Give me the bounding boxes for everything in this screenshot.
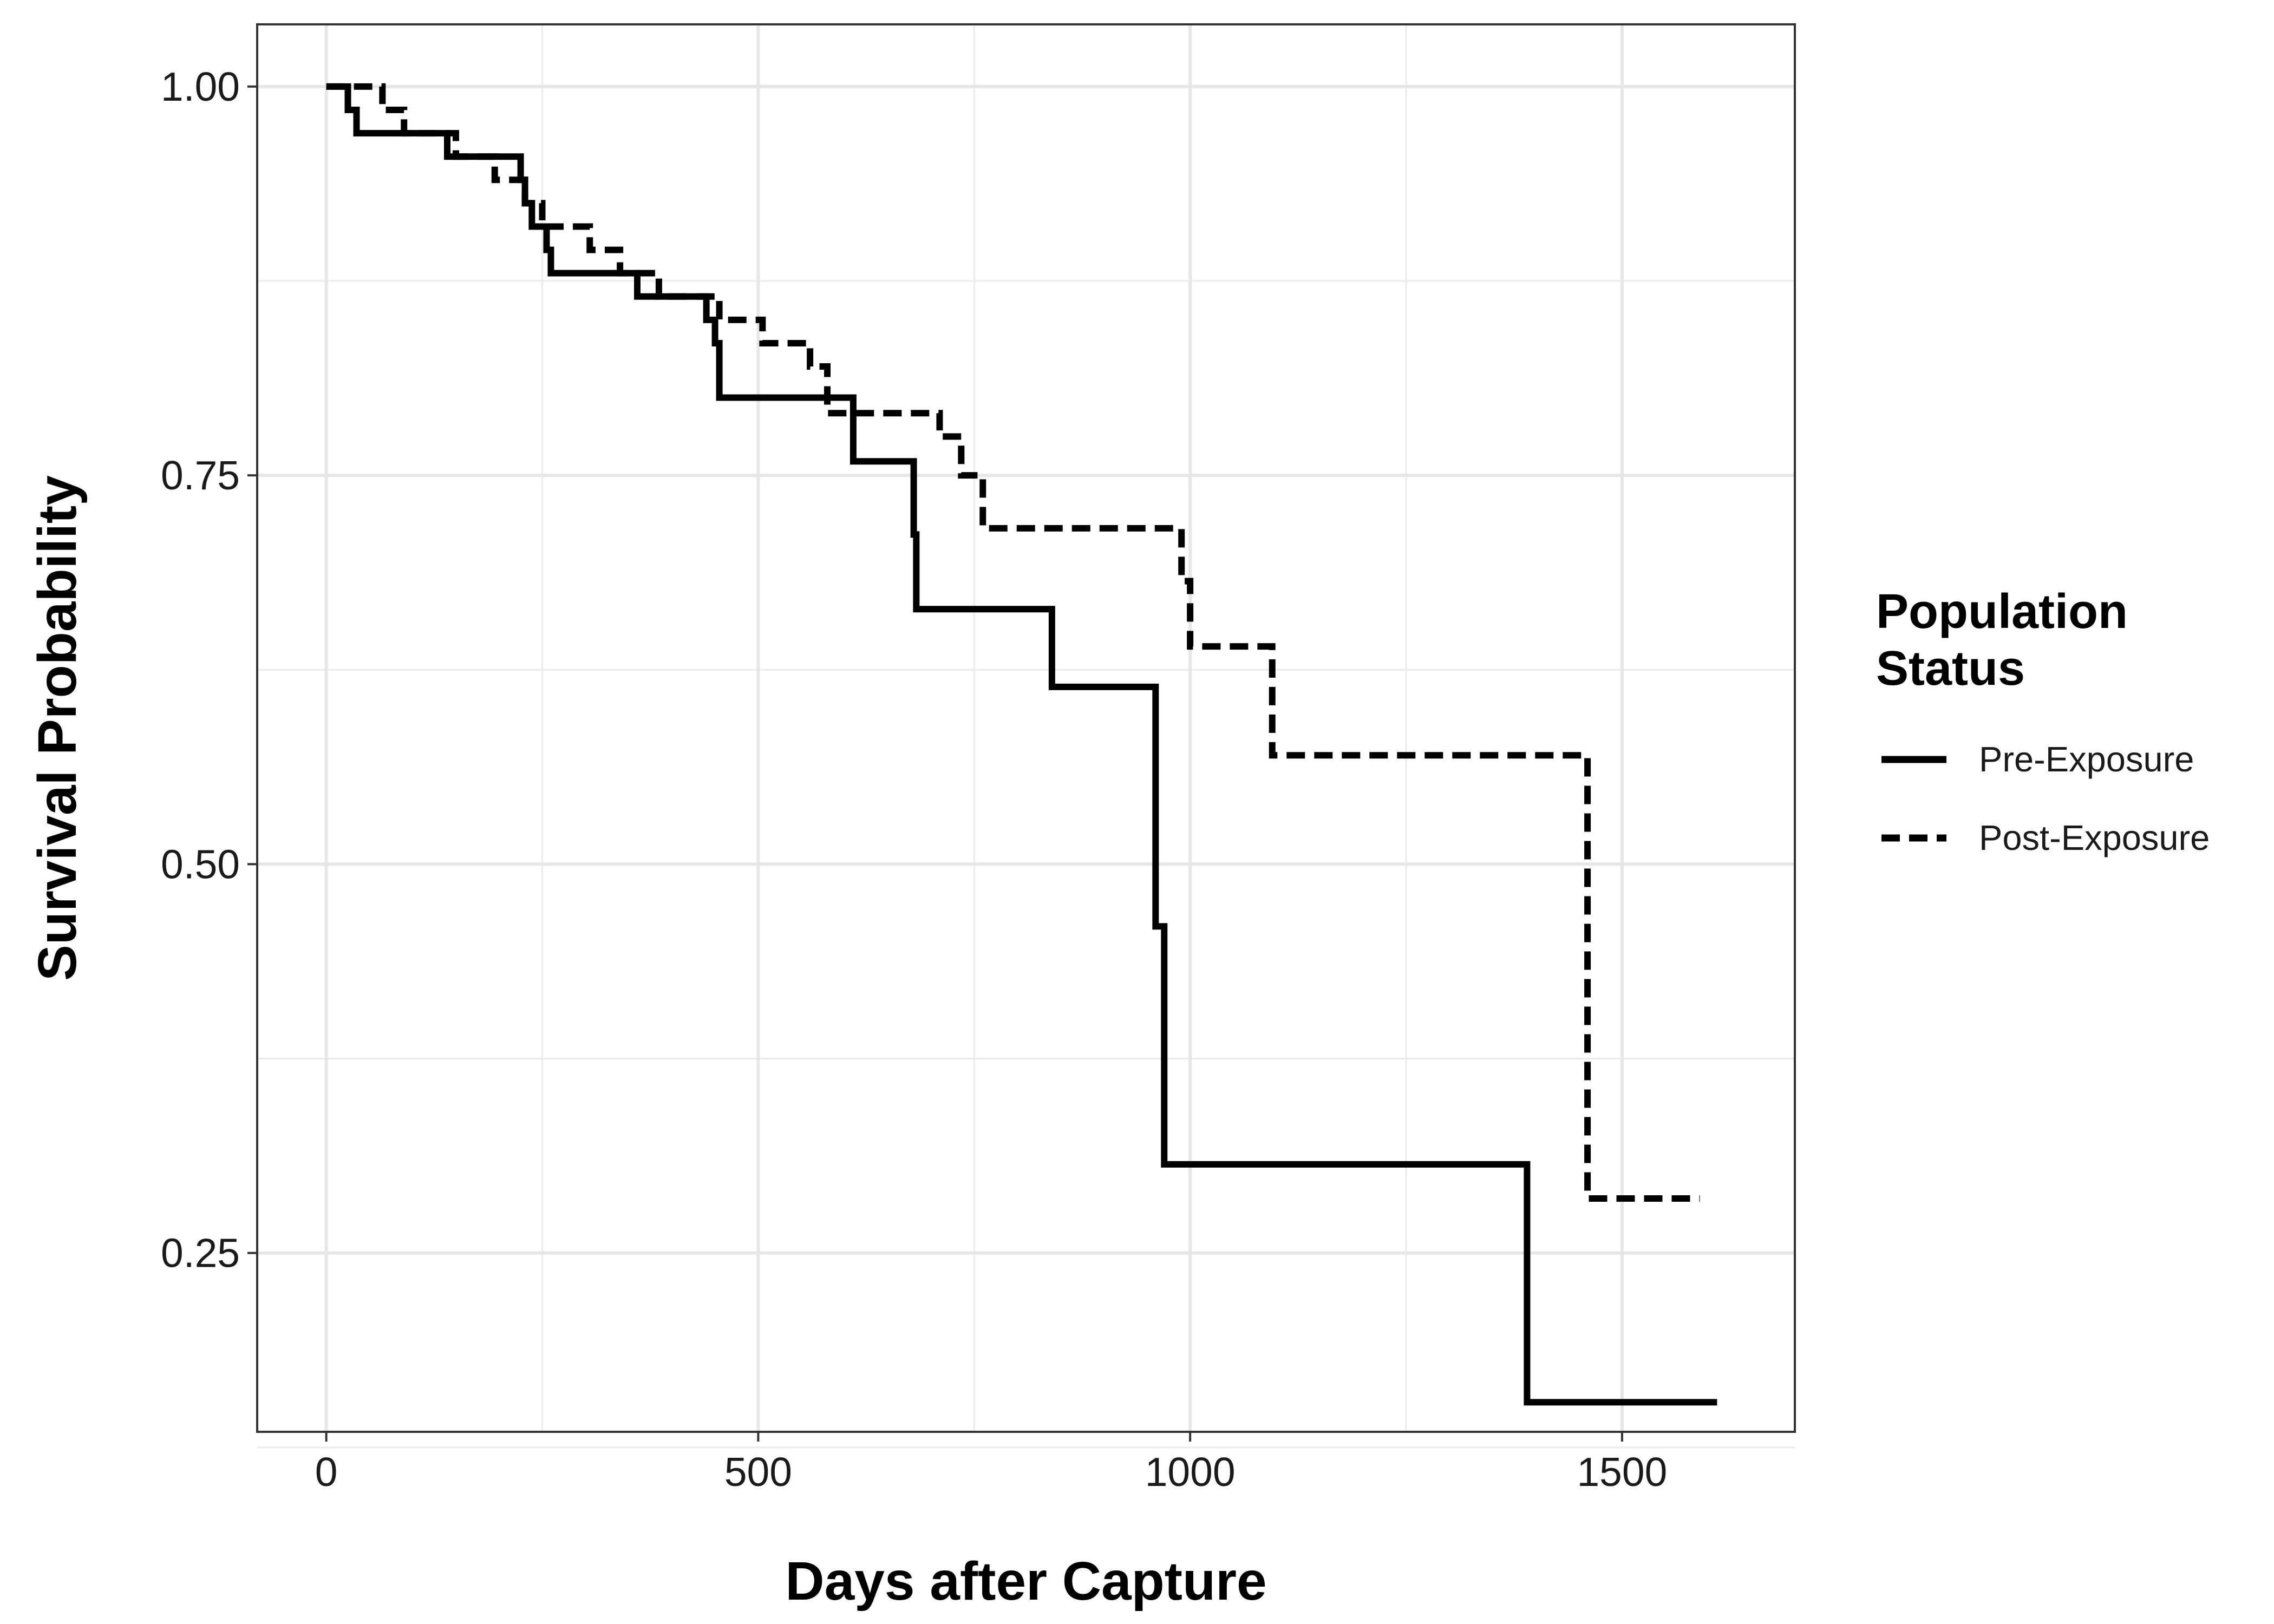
y-tick-label: 0.50 (161, 841, 240, 887)
legend-label-pre-exposure: Pre-Exposure (1979, 739, 2194, 779)
gridlines (257, 24, 1795, 1449)
legend-title-line1: Population (1876, 585, 2128, 639)
x-tick-label: 1500 (1577, 1449, 1667, 1495)
x-tick-label: 1000 (1145, 1449, 1236, 1495)
axes: 0 500 1000 1500 0.25 0.50 0.75 1.00 (161, 64, 1667, 1495)
y-tick-label: 1.00 (161, 64, 240, 109)
y-tick-label: 0.75 (161, 453, 240, 498)
x-axis-title: Days after Capture (785, 1551, 1266, 1612)
legend-label-post-exposure: Post-Exposure (1979, 818, 2210, 857)
series-line-post-exposure (326, 83, 1700, 1202)
legend: Population Status Pre-Exposure Post-Expo… (1876, 585, 2210, 857)
x-tick-label: 0 (315, 1449, 338, 1495)
legend-title-line2: Status (1876, 641, 2025, 696)
plot-panel-border (256, 23, 1796, 1433)
y-tick-label: 0.25 (161, 1230, 240, 1276)
series-lines (326, 83, 1717, 1406)
x-tick-label: 500 (724, 1449, 792, 1495)
y-axis-title: Survival Probability (27, 475, 88, 981)
